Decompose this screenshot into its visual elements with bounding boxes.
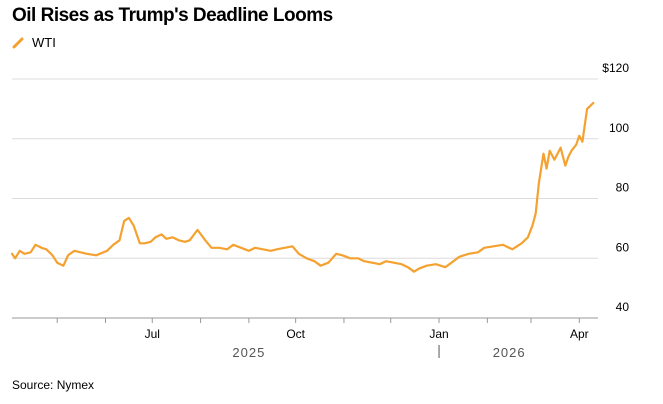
y-tick-label-120: $120 (602, 61, 629, 75)
series-line-wti (10, 101, 595, 273)
legend-swatch-wti (12, 37, 24, 48)
year-labels: 2025 2026 (232, 345, 525, 360)
y-axis-labels: $120 100 80 60 40 (602, 61, 629, 314)
chart-title: Oil Rises as Trump's Deadline Looms (12, 5, 333, 26)
y-tick-label-80: 80 (616, 181, 630, 195)
source-note: Source: Nymex (12, 378, 95, 392)
y-tick-label-60: 60 (616, 240, 630, 254)
x-axis (12, 317, 598, 323)
x-tick-label-oct: Oct (286, 327, 305, 341)
year-label-2026: 2026 (493, 345, 526, 360)
legend-label-wti: WTI (32, 35, 56, 50)
x-tick-label-jan: Jan (429, 327, 448, 341)
year-label-2025: 2025 (232, 345, 265, 360)
y-tick-label-40: 40 (616, 300, 630, 314)
legend: WTI (12, 35, 56, 50)
x-tick-label-jul: Jul (145, 327, 160, 341)
y-tick-label-100: 100 (609, 121, 629, 135)
grid-lines (12, 78, 598, 259)
x-tick-label-apr: Apr (570, 327, 589, 341)
x-axis-labels: Jul Oct Jan Apr (145, 327, 589, 341)
